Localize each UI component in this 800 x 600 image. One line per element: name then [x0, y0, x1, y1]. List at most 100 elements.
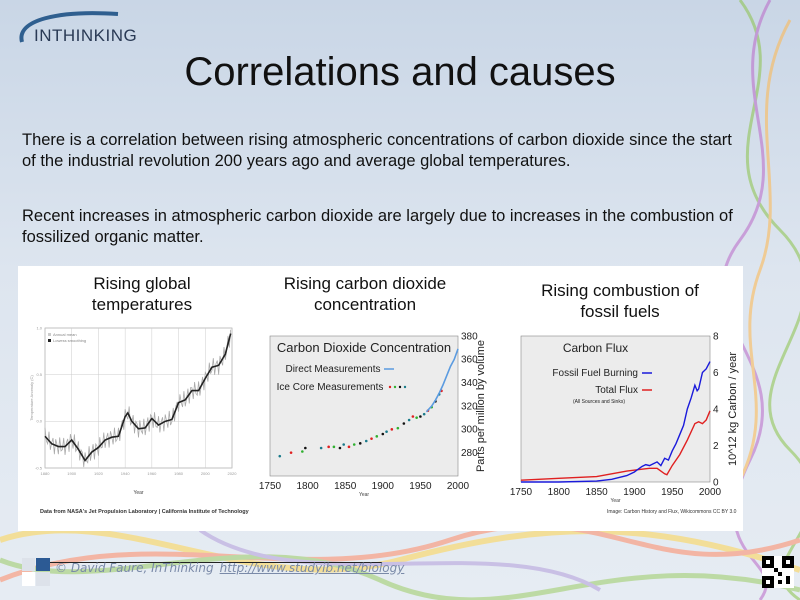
- x-tick-label: 1950: [661, 487, 684, 498]
- x-tick-label: 1900: [67, 471, 77, 476]
- footer-copyright: © David Faure, InThinking: [55, 561, 214, 575]
- ice-core-point: [327, 445, 330, 449]
- x-tick-label: 1900: [372, 481, 395, 492]
- ice-core-point: [375, 435, 379, 438]
- ice-core-point: [419, 415, 422, 418]
- chart-title-co2: Rising carbon dioxide concentration: [283, 274, 447, 314]
- legend-annual-mean: Annual mean: [53, 332, 77, 337]
- y-axis-label: Temperature Anomaly (C): [29, 375, 34, 421]
- x-tick-label: 1750: [510, 487, 533, 498]
- footer-divider: [50, 562, 382, 563]
- x-tick-label: 2000: [447, 481, 470, 492]
- total-flux-line: [520, 410, 711, 481]
- legend-ice-core-swatch: [403, 385, 407, 389]
- legend-swatch-annual: [48, 333, 51, 336]
- legend-ice-core-swatch: [393, 385, 397, 389]
- ice-core-point: [407, 418, 411, 422]
- x-tick-label: 1850: [585, 487, 608, 498]
- x-axis-label: Year: [133, 490, 143, 496]
- x-axis-label: Year: [610, 498, 620, 504]
- ice-core-point: [304, 446, 307, 450]
- qr-code-icon: [762, 556, 794, 588]
- footer-link[interactable]: http://www.studyib.net/biology: [219, 561, 405, 575]
- ice-core-point: [342, 443, 345, 446]
- x-tick-label: 1850: [334, 481, 357, 492]
- ice-core-point: [289, 451, 293, 454]
- ice-core-point: [411, 415, 415, 418]
- ice-core-point: [396, 426, 400, 430]
- ice-core-point: [319, 446, 323, 450]
- x-tick-label: 1880: [41, 471, 51, 476]
- annual-mean-line: [44, 329, 232, 468]
- y-axis-label: Parts per million by volume: [475, 340, 487, 472]
- ice-core-point: [358, 442, 362, 445]
- x-tick-label: 1800: [296, 481, 319, 492]
- x-tick-label: 2020: [228, 471, 238, 476]
- x-tick-label: 1950: [409, 481, 432, 492]
- legend-ice-core-swatch: [388, 385, 392, 389]
- ice-core-point: [352, 443, 356, 446]
- legend-direct: Direct Measurements: [285, 364, 380, 375]
- x-tick-label: 1800: [548, 487, 571, 498]
- y-tick-label: 320: [461, 401, 478, 412]
- y-tick-label: 0.5: [36, 372, 42, 377]
- y-tick-label: 300: [461, 425, 478, 436]
- y-tick-label: 8: [713, 331, 719, 342]
- ice-core-point: [402, 422, 406, 425]
- paragraph-combustion: Recent increases in atmospheric carbon d…: [22, 207, 733, 246]
- x-tick-label: 1750: [259, 481, 282, 492]
- x-tick-label: 2000: [699, 487, 722, 498]
- lowess-smoothing-line: [44, 333, 232, 462]
- x-tick-label: 1900: [623, 487, 646, 498]
- logo-text: INTHINKING: [34, 26, 138, 45]
- chart-title-temperature: Rising global temperatures: [91, 274, 193, 314]
- legend-ice-core: Ice Core Measurements: [277, 382, 384, 393]
- y-tick-label: 2: [713, 441, 719, 452]
- ice-core-point: [364, 439, 368, 443]
- ice-core-point: [370, 437, 373, 440]
- x-tick-label: 1960: [147, 471, 157, 476]
- footer: © David Faure, InThinking http://www.stud…: [55, 561, 404, 575]
- y-tick-label: -0.5: [35, 465, 43, 470]
- ice-core-point: [415, 416, 418, 419]
- ice-core-point: [390, 428, 394, 431]
- direct-measurements-line: [425, 348, 459, 413]
- legend-total-flux: Total Flux: [595, 385, 638, 396]
- legend-lowess: Lowess smoothing: [53, 338, 86, 343]
- ice-core-point: [332, 445, 336, 449]
- y-tick-label: 4: [713, 404, 719, 415]
- y-tick-label: 360: [461, 355, 478, 366]
- ice-core-point: [381, 432, 385, 436]
- legend-swatch-lowess: [48, 339, 51, 342]
- legend-total-note: (All Sources and Sinks): [573, 399, 625, 405]
- y-tick-label: 340: [461, 378, 478, 389]
- y-tick-label: 0: [713, 477, 719, 488]
- plot-area: [269, 335, 459, 477]
- plot-area: [520, 335, 711, 483]
- x-tick-label: 1920: [94, 471, 104, 476]
- paragraph-correlation: There is a correlation between rising at…: [22, 131, 732, 170]
- slide-title: Correlations and causes: [184, 50, 616, 94]
- chart-inner-title: Carbon Dioxide Concentration: [277, 340, 451, 355]
- legend-ice-core-swatch: [398, 385, 402, 389]
- x-tick-label: 1980: [174, 471, 184, 476]
- x-tick-label: 2000: [201, 471, 211, 476]
- ice-core-point: [278, 454, 282, 458]
- ice-core-point: [338, 446, 342, 450]
- y-tick-label: 0.0: [36, 419, 42, 424]
- y-tick-label: 6: [713, 368, 719, 379]
- y-axis-label: 10^12 kg Carbon / year: [727, 352, 739, 466]
- ice-core-point: [301, 450, 304, 453]
- x-tick-label: 1940: [121, 471, 131, 476]
- ice-core-point: [422, 412, 426, 416]
- fossil-fuel-line: [521, 361, 711, 483]
- footer-squares-icon: [22, 558, 50, 586]
- y-tick-label: 280: [461, 448, 478, 459]
- y-tick-label: 1.0: [36, 325, 42, 330]
- x-axis-label: Year: [359, 492, 369, 498]
- legend-fossil-fuel: Fossil Fuel Burning: [552, 368, 638, 379]
- chart-title-fossil: Rising combustion of fossil fuels: [541, 281, 699, 321]
- ice-core-point: [385, 430, 388, 433]
